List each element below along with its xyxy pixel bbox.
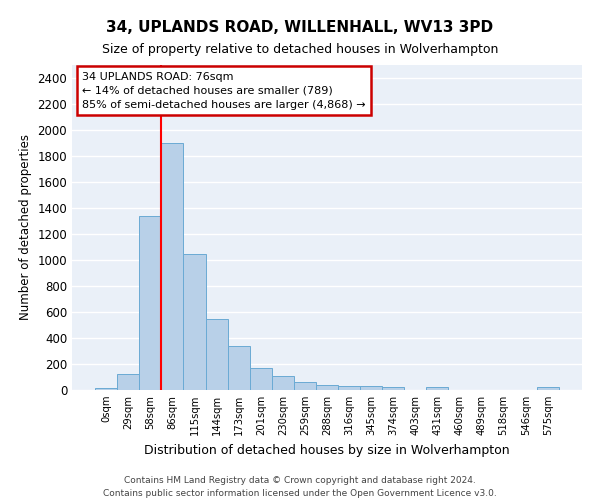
Bar [382,388,404,390]
Text: 34, UPLANDS ROAD, WILLENHALL, WV13 3PD: 34, UPLANDS ROAD, WILLENHALL, WV13 3PD [106,20,494,35]
Bar [360,386,382,390]
X-axis label: Distribution of detached houses by size in Wolverhampton: Distribution of detached houses by size … [144,444,510,456]
Text: Size of property relative to detached houses in Wolverhampton: Size of property relative to detached ho… [102,42,498,56]
Bar [250,368,272,390]
Text: 34 UPLANDS ROAD: 76sqm
← 14% of detached houses are smaller (789)
85% of semi-de: 34 UPLANDS ROAD: 76sqm ← 14% of detached… [82,72,366,110]
Bar [117,374,139,390]
Bar [316,385,338,390]
Bar [294,382,316,390]
Y-axis label: Number of detached properties: Number of detached properties [19,134,32,320]
Bar [95,388,117,390]
Bar [427,387,448,390]
Text: Contains HM Land Registry data © Crown copyright and database right 2024.
Contai: Contains HM Land Registry data © Crown c… [103,476,497,498]
Bar [184,254,206,390]
Bar [161,143,184,390]
Bar [537,388,559,390]
Bar [139,216,161,390]
Bar [227,346,250,390]
Bar [206,319,227,390]
Bar [338,386,360,390]
Bar [272,376,294,390]
